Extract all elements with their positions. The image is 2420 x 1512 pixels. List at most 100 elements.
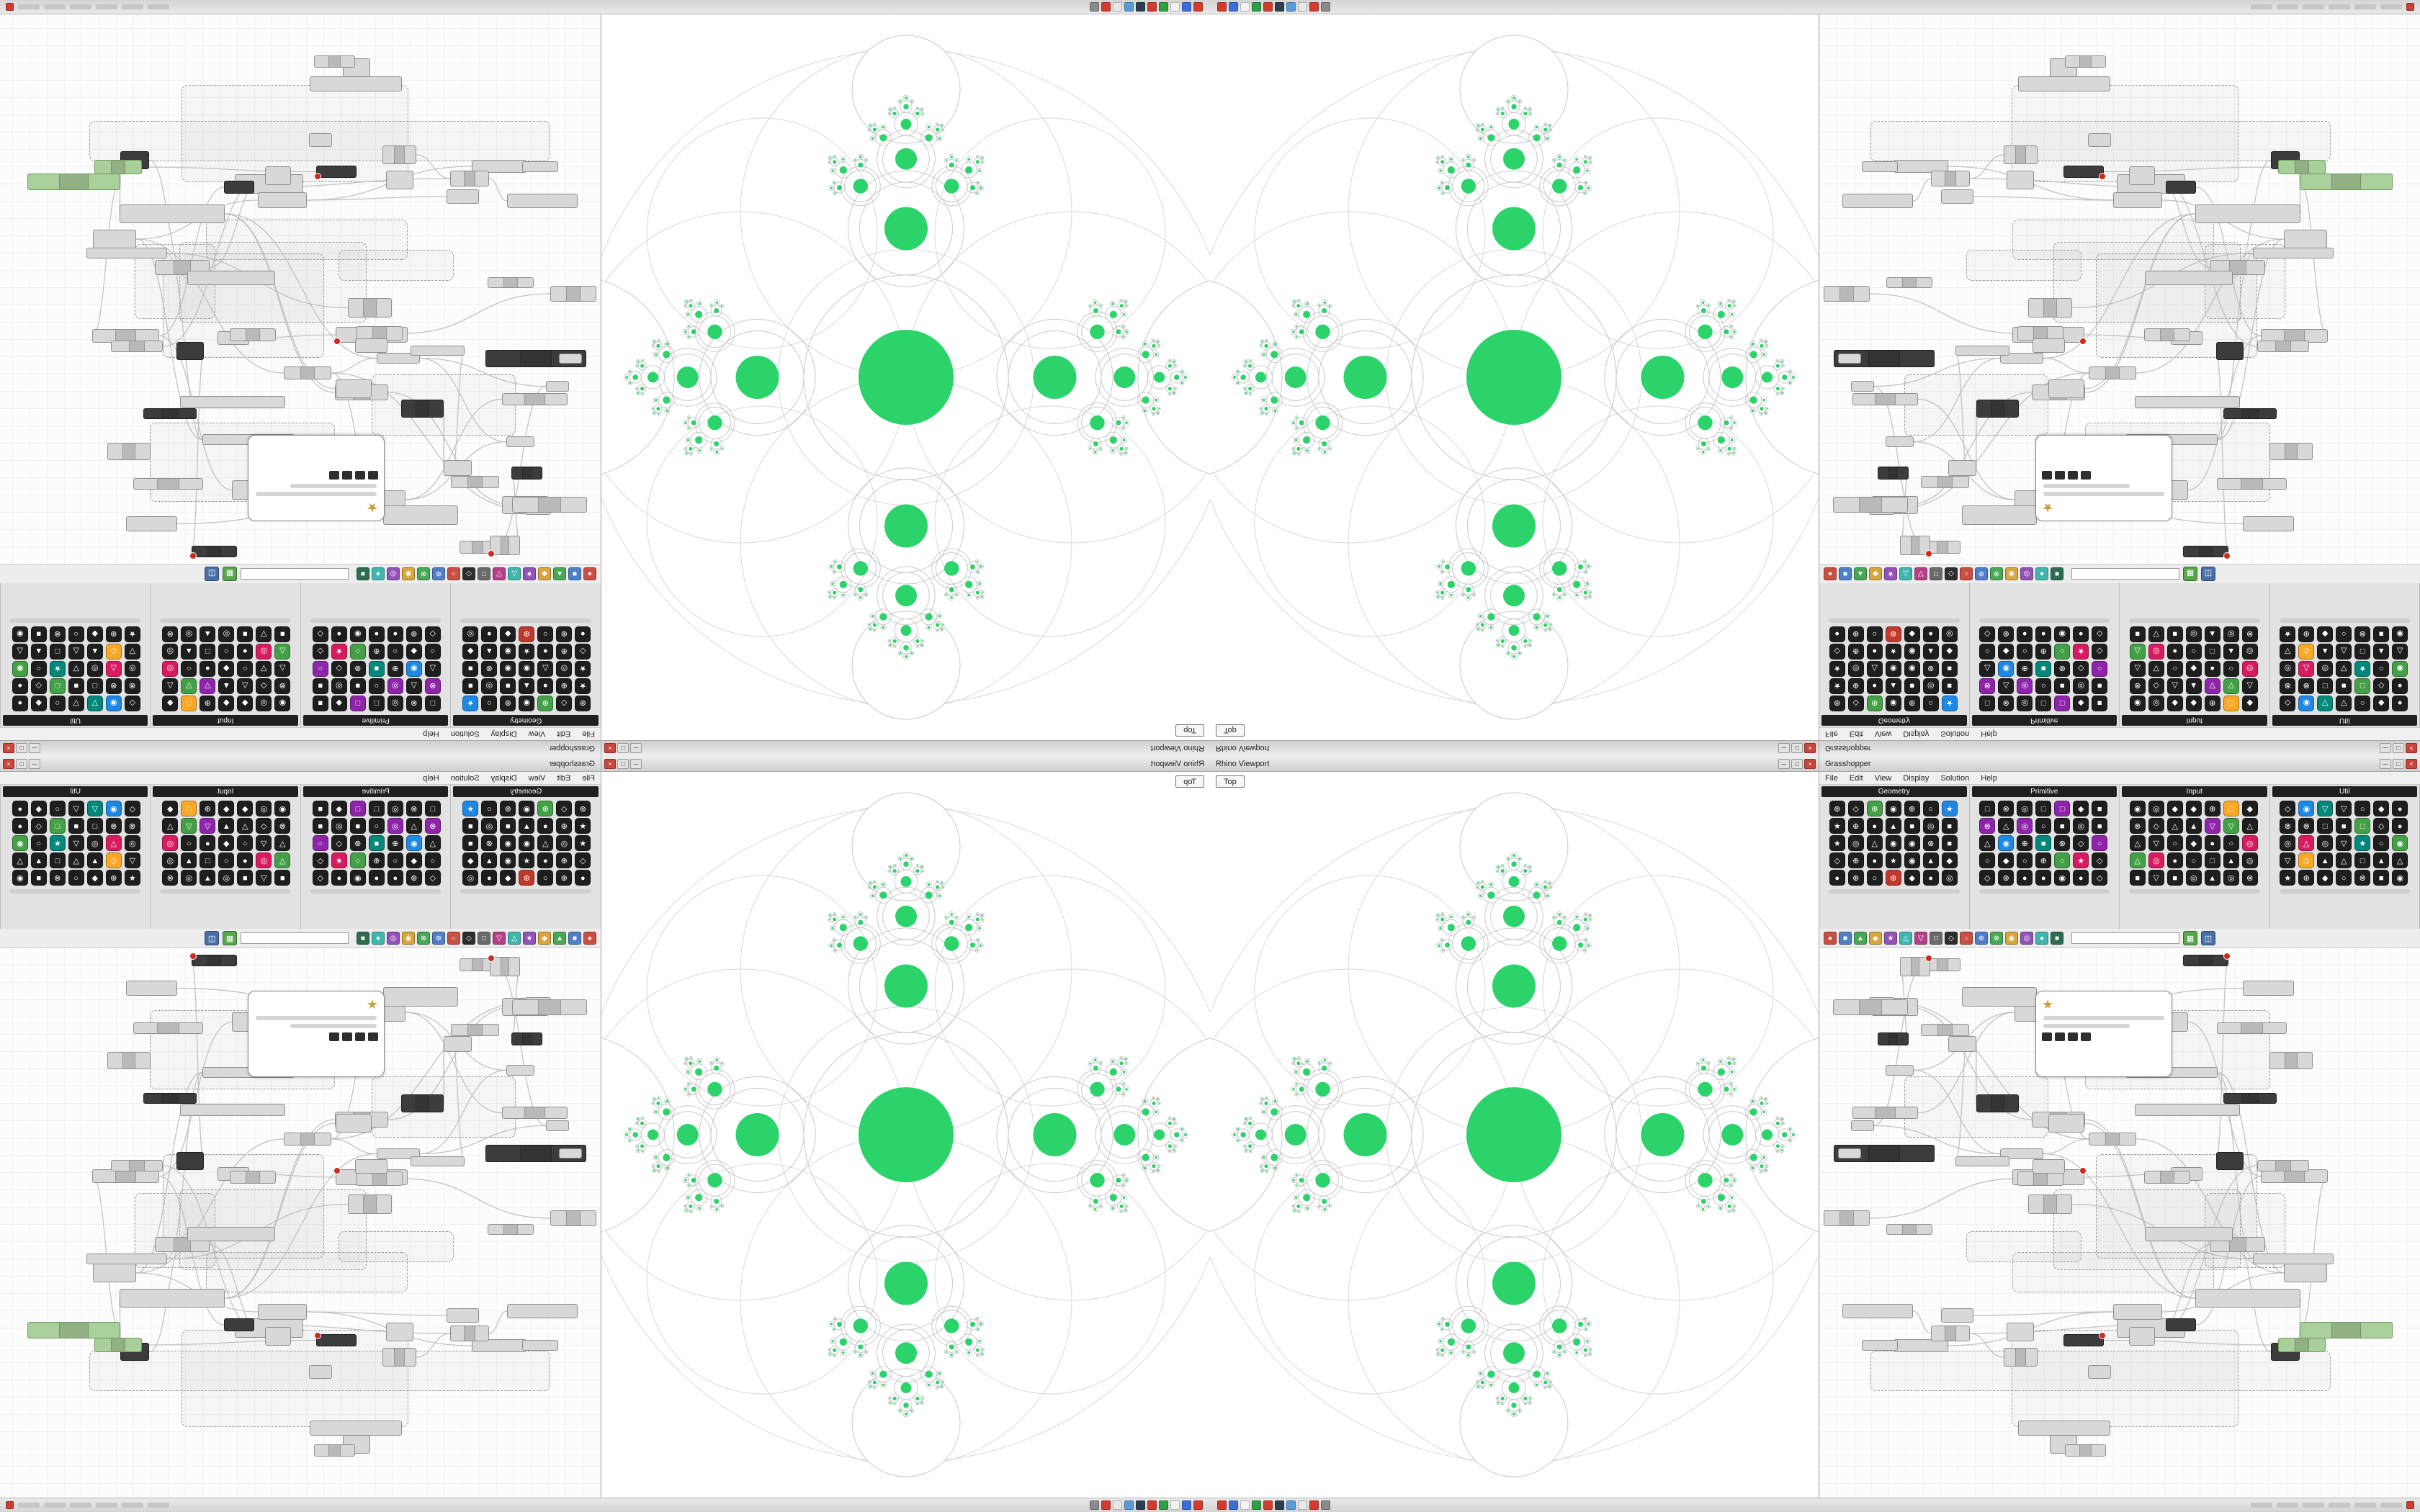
palette-icon[interactable]: ⊕ — [2035, 644, 2052, 660]
palette-icon[interactable]: ⊕ — [556, 678, 573, 694]
gh-node[interactable] — [230, 328, 276, 341]
menu-view[interactable]: View — [1874, 773, 1892, 783]
gh-node[interactable] — [2243, 981, 2294, 996]
taskbar-app-icon[interactable] — [1182, 2, 1191, 12]
gh-node[interactable] — [1838, 354, 1861, 364]
gh-node[interactable] — [310, 1421, 402, 1436]
toolbar-icon[interactable]: ▽ — [493, 567, 506, 581]
palette-icon[interactable]: □ — [2035, 696, 2052, 711]
menu-view[interactable]: View — [1874, 729, 1892, 739]
palette-icon[interactable]: ◎ — [162, 644, 179, 660]
minimize-button[interactable]: ─ — [2380, 758, 2391, 769]
gh-node[interactable] — [2018, 76, 2110, 91]
toolbar-icon[interactable]: ■ — [2051, 567, 2063, 581]
palette-icon[interactable]: ◇ — [424, 870, 441, 886]
palette-scrollbar[interactable] — [2129, 618, 2260, 623]
palette-icon[interactable]: ⊗ — [2241, 870, 2258, 886]
taskbar-app-icon[interactable] — [1263, 2, 1273, 12]
panel-toggle-blue-button[interactable]: ◫ — [205, 567, 219, 582]
palette-icon[interactable]: ◉ — [1904, 644, 1920, 660]
gh-node[interactable] — [27, 174, 120, 190]
palette-icon[interactable]: ⊗ — [49, 626, 66, 642]
minimize-button[interactable]: ─ — [2380, 743, 2391, 754]
palette-icon[interactable]: ◇ — [2298, 644, 2315, 660]
palette-icon[interactable]: ● — [481, 626, 498, 642]
toolbar-icon[interactable]: ◉ — [2005, 567, 2018, 581]
palette-icon[interactable]: ⊕ — [1904, 696, 1920, 711]
palette-icon[interactable]: ● — [331, 870, 347, 886]
toolbar-icon[interactable]: ◎ — [387, 931, 400, 945]
gh-node[interactable] — [2144, 1171, 2190, 1184]
palette-icon[interactable]: ◎ — [2280, 835, 2296, 851]
close-button[interactable]: × — [3, 743, 14, 754]
toolbar-icon[interactable]: ■ — [568, 931, 581, 945]
palette-group-label[interactable]: Geometry — [1821, 786, 1967, 797]
palette-icon[interactable]: ■ — [500, 818, 516, 834]
gh-node[interactable] — [314, 1332, 357, 1346]
palette-icon[interactable]: ■ — [349, 678, 366, 694]
palette-icon[interactable]: ▲ — [86, 644, 103, 660]
grasshopper-titlebar[interactable]: Grasshopper ─ □ × — [1819, 756, 2420, 772]
palette-icon[interactable]: ▽ — [2280, 644, 2296, 660]
palette-group-label[interactable]: Geometry — [1821, 715, 1967, 726]
palette-icon[interactable]: ◆ — [30, 696, 47, 711]
palette-icon[interactable]: ★ — [1829, 678, 1845, 694]
gh-node[interactable] — [1941, 1308, 1973, 1323]
palette-icon[interactable]: ○ — [2223, 661, 2239, 677]
gh-node[interactable] — [546, 1120, 569, 1131]
palette-icon[interactable]: ◇ — [575, 644, 591, 660]
palette-icon[interactable]: ◎ — [162, 852, 179, 868]
palette-icon[interactable]: ● — [2392, 696, 2408, 711]
gh-node[interactable] — [2007, 1323, 2034, 1341]
palette-icon[interactable]: △ — [105, 661, 122, 677]
palette-group-label[interactable]: Primitive — [303, 786, 449, 797]
gh-node[interactable] — [224, 181, 254, 194]
palette-icon[interactable]: ◆ — [1904, 870, 1920, 886]
gh-node[interactable] — [284, 1133, 331, 1146]
gh-node[interactable] — [559, 1148, 582, 1158]
gh-node[interactable] — [506, 436, 534, 447]
menu-display[interactable]: Display — [1903, 729, 1930, 739]
gh-node[interactable] — [94, 160, 142, 174]
palette-icon[interactable]: ◎ — [481, 818, 498, 834]
palette-icon[interactable]: △ — [162, 818, 179, 834]
palette-icon[interactable]: △ — [2392, 852, 2408, 868]
menu-file[interactable]: File — [582, 729, 595, 739]
gh-node[interactable] — [1851, 1120, 1874, 1131]
menu-solution[interactable]: Solution — [1940, 773, 1970, 783]
palette-icon[interactable]: ■ — [312, 801, 328, 816]
taskbar-app-icon[interactable] — [1275, 2, 1284, 12]
palette-icon[interactable]: ◉ — [12, 835, 28, 851]
palette-icon[interactable]: ⊕ — [2298, 870, 2315, 886]
palette-icon[interactable]: ◎ — [2280, 661, 2296, 677]
palette-icon[interactable]: ◆ — [2185, 801, 2202, 816]
menu-display[interactable]: Display — [1903, 773, 1930, 783]
palette-icon[interactable]: ◎ — [2017, 801, 2033, 816]
panel-mini-button[interactable] — [368, 471, 378, 480]
toolbar-icon[interactable]: ◎ — [2020, 567, 2033, 581]
palette-icon[interactable]: ◉ — [500, 661, 516, 677]
palette-icon[interactable]: ○ — [1922, 696, 1939, 711]
taskbar-app-icon[interactable] — [1159, 1500, 1168, 1510]
palette-icon[interactable]: ▽ — [181, 818, 197, 834]
palette-icon[interactable]: △ — [274, 835, 291, 851]
palette-icon[interactable]: △ — [405, 818, 422, 834]
toolbar-icon[interactable]: ⊕ — [1975, 931, 1988, 945]
toolbar-icon[interactable]: ◇ — [1945, 931, 1958, 945]
gh-node[interactable] — [111, 1160, 163, 1171]
gh-node[interactable] — [2129, 1327, 2155, 1346]
palette-icon[interactable]: ◎ — [2148, 696, 2164, 711]
panel-mini-button[interactable] — [368, 1032, 378, 1041]
gh-node[interactable] — [2088, 133, 2111, 147]
gh-node[interactable] — [2223, 1093, 2277, 1104]
taskbar-app-icon[interactable] — [1286, 1500, 1296, 1510]
palette-icon[interactable]: △ — [237, 678, 254, 694]
palette-icon[interactable]: ★ — [49, 835, 66, 851]
gh-node[interactable] — [284, 366, 331, 379]
palette-icon[interactable]: ● — [2073, 626, 2089, 642]
taskbar-app-icon[interactable] — [1252, 1500, 1261, 1510]
palette-icon[interactable]: ◆ — [2185, 835, 2202, 851]
toolbar-icon[interactable]: ▲ — [1854, 567, 1867, 581]
palette-icon[interactable]: ■ — [68, 818, 84, 834]
palette-group-label[interactable]: Primitive — [1971, 786, 2117, 797]
